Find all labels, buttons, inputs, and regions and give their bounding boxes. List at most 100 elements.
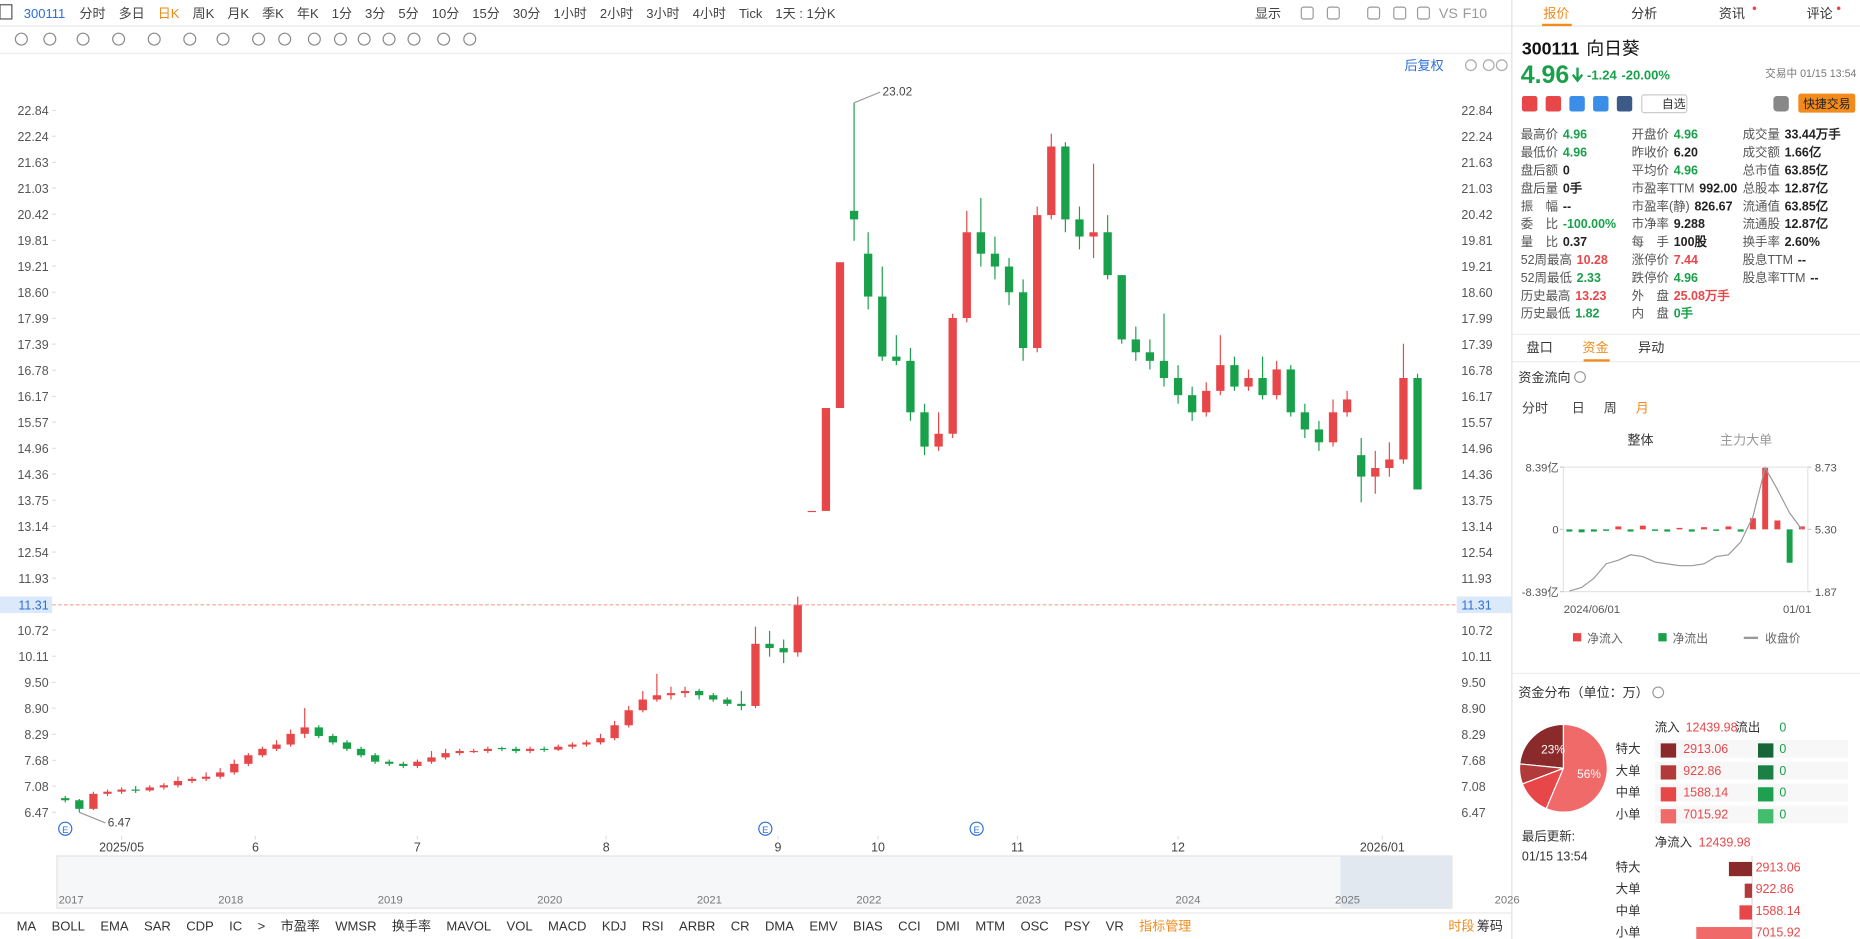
indicator-tab[interactable]: 市盈率 bbox=[281, 919, 320, 934]
indicator-tab[interactable]: SAR bbox=[144, 919, 171, 934]
tool-icon[interactable] bbox=[1393, 6, 1407, 20]
period-tab[interactable]: 周K bbox=[193, 6, 215, 21]
indicator-tab[interactable]: 换手率 bbox=[392, 919, 431, 934]
watch-label[interactable]: 自选 bbox=[1662, 97, 1686, 111]
stock-code[interactable]: 300111 bbox=[24, 6, 66, 21]
draw-tool-icon[interactable] bbox=[183, 32, 197, 46]
draw-tool-icon[interactable] bbox=[216, 32, 230, 46]
draw-tool-icon[interactable] bbox=[76, 32, 90, 46]
event-marker[interactable] bbox=[58, 821, 73, 836]
period-option[interactable]: 分时 bbox=[1522, 401, 1548, 416]
bottom-tab[interactable]: 筹码 bbox=[1477, 919, 1503, 934]
period-tab[interactable]: 3分 bbox=[365, 6, 385, 21]
f10-button[interactable]: F10 bbox=[1463, 6, 1488, 22]
draw-tool-icon[interactable] bbox=[252, 32, 266, 46]
draw-tool-icon[interactable] bbox=[357, 32, 371, 46]
indicator-tab[interactable]: VR bbox=[1106, 919, 1124, 934]
period-option[interactable]: 月 bbox=[1636, 401, 1649, 416]
vs-button[interactable]: VS bbox=[1439, 6, 1458, 22]
period-tab[interactable]: 1小时 bbox=[553, 6, 586, 21]
period-tab[interactable]: 15分 bbox=[472, 6, 500, 21]
indicator-tab[interactable]: > bbox=[258, 919, 266, 934]
period-tab[interactable]: 5分 bbox=[398, 6, 418, 21]
indicator-tab[interactable]: 指标管理 bbox=[1139, 919, 1191, 934]
display-menu[interactable]: 显示 bbox=[1255, 6, 1281, 21]
period-tab[interactable]: 1天 : 1分K bbox=[775, 6, 835, 21]
indicator-tab[interactable]: DMA bbox=[765, 919, 794, 934]
indicator-tab[interactable]: RSI bbox=[642, 919, 664, 934]
indicator-tab[interactable]: CCI bbox=[898, 919, 920, 934]
indicator-tab[interactable]: OSC bbox=[1020, 919, 1048, 934]
sub-tab[interactable]: 资金 bbox=[1582, 340, 1608, 355]
draw-tool-icon[interactable] bbox=[463, 32, 477, 46]
indicator-tab[interactable]: MACD bbox=[548, 919, 586, 934]
period-tab[interactable]: 1分 bbox=[332, 6, 352, 21]
bell-icon[interactable] bbox=[1773, 96, 1789, 112]
legend-label: 收盘价 bbox=[1765, 632, 1801, 646]
indicator-tab[interactable]: MAVOL bbox=[446, 919, 491, 934]
mode-option[interactable]: 整体 bbox=[1628, 433, 1654, 448]
mode-option[interactable]: 主力大单 bbox=[1720, 433, 1772, 448]
draw-tool-icon[interactable] bbox=[333, 32, 347, 46]
indicator-tab[interactable]: EMA bbox=[100, 919, 129, 934]
zoom-icon[interactable] bbox=[1482, 59, 1495, 72]
indicator-tab[interactable]: DMI bbox=[936, 919, 960, 934]
draw-tool-icon[interactable] bbox=[278, 32, 292, 46]
indicator-tab[interactable]: CR bbox=[731, 919, 750, 934]
period-tab[interactable]: Tick bbox=[739, 6, 763, 21]
period-tab[interactable]: 2小时 bbox=[600, 6, 633, 21]
indicator-tab[interactable]: IC bbox=[229, 919, 242, 934]
zoom-icon[interactable] bbox=[1464, 59, 1477, 72]
indicator-tab[interactable]: EMV bbox=[809, 919, 838, 934]
period-tab[interactable]: 30分 bbox=[513, 6, 541, 21]
indicator-tab[interactable]: PSY bbox=[1064, 919, 1090, 934]
period-tab[interactable]: 10分 bbox=[432, 6, 460, 21]
indicator-tab[interactable]: CDP bbox=[186, 919, 214, 934]
panel-icon[interactable] bbox=[0, 4, 13, 20]
sub-tab[interactable]: 盘口 bbox=[1527, 340, 1553, 355]
draw-tool-icon[interactable] bbox=[14, 32, 28, 46]
period-tab[interactable]: 3小时 bbox=[646, 6, 679, 21]
draw-tool-icon[interactable] bbox=[407, 32, 421, 46]
indicator-tab[interactable]: ARBR bbox=[679, 919, 715, 934]
adjust-mode[interactable]: 后复权 bbox=[1405, 58, 1444, 73]
tool-icon[interactable] bbox=[1367, 6, 1381, 20]
panel-tab[interactable]: 分析 bbox=[1631, 6, 1657, 21]
period-tab[interactable]: 4小时 bbox=[693, 6, 726, 21]
period-option[interactable]: 日 bbox=[1572, 401, 1585, 416]
period-option[interactable]: 周 bbox=[1604, 401, 1617, 416]
sub-tab[interactable]: 异动 bbox=[1638, 340, 1664, 355]
draw-tool-icon[interactable] bbox=[43, 32, 57, 46]
panel-tab[interactable]: 资讯 bbox=[1719, 6, 1745, 21]
zoom-icon[interactable] bbox=[1495, 59, 1508, 72]
indicator-tab[interactable]: MTM bbox=[975, 919, 1005, 934]
indicator-tab[interactable]: BOLL bbox=[52, 919, 85, 934]
tool-icon[interactable] bbox=[1416, 6, 1430, 20]
watch-button[interactable] bbox=[1641, 94, 1688, 114]
indicator-tab[interactable]: VOL bbox=[507, 919, 533, 934]
panel-tab[interactable]: 评论 bbox=[1807, 6, 1833, 21]
indicator-tab[interactable]: MA bbox=[17, 919, 37, 934]
event-marker[interactable] bbox=[969, 821, 984, 836]
period-tab[interactable]: 多日 bbox=[119, 6, 145, 21]
bottom-tab[interactable]: 时段 bbox=[1448, 919, 1474, 934]
period-tab[interactable]: 季K bbox=[262, 6, 284, 21]
tool-icon[interactable] bbox=[1300, 6, 1314, 20]
draw-tool-icon[interactable] bbox=[112, 32, 126, 46]
draw-tool-icon[interactable] bbox=[307, 32, 321, 46]
draw-tool-icon[interactable] bbox=[382, 32, 396, 46]
trade-button[interactable] bbox=[1798, 93, 1856, 113]
draw-tool-icon[interactable] bbox=[147, 32, 161, 46]
tool-icon[interactable] bbox=[1326, 6, 1340, 20]
draw-tool-icon[interactable] bbox=[437, 32, 451, 46]
period-tab[interactable]: 分时 bbox=[80, 6, 106, 21]
indicator-tab[interactable]: WMSR bbox=[335, 919, 376, 934]
period-tab[interactable]: 年K bbox=[297, 6, 319, 21]
indicator-tab[interactable]: BIAS bbox=[853, 919, 883, 934]
trade-label[interactable]: 快捷交易 bbox=[1803, 97, 1850, 111]
panel-tab[interactable]: 报价 bbox=[1543, 6, 1569, 21]
period-tab[interactable]: 月K bbox=[227, 6, 249, 21]
indicator-tab[interactable]: KDJ bbox=[602, 919, 627, 934]
event-marker[interactable] bbox=[758, 821, 773, 836]
period-tab[interactable]: 日K bbox=[158, 6, 180, 21]
